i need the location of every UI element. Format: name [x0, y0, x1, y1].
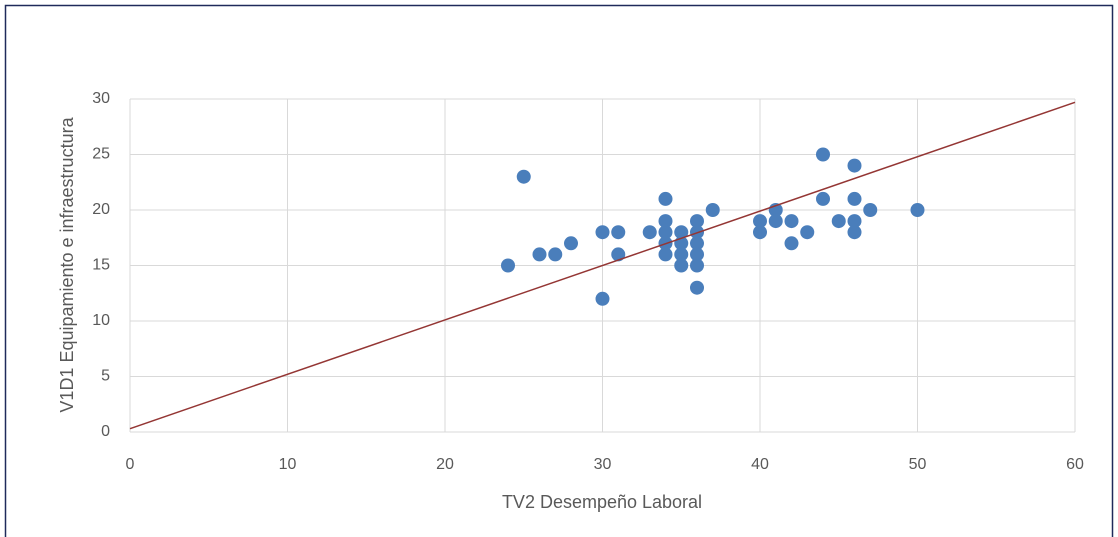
point — [674, 258, 689, 273]
x-axis-title: TV2 Desempeño Laboral — [502, 492, 702, 512]
point — [768, 214, 783, 229]
point — [690, 236, 704, 251]
point — [611, 225, 626, 240]
x-tick-label: 50 — [909, 456, 927, 473]
point — [753, 214, 767, 229]
point — [658, 191, 673, 206]
point — [595, 291, 610, 306]
point — [690, 247, 704, 262]
x-tick-label: 40 — [751, 456, 769, 473]
point — [548, 247, 563, 262]
trendline — [129, 101, 1076, 430]
point — [690, 280, 704, 295]
point — [532, 247, 547, 262]
chart-border — [4, 4, 1114, 537]
point — [658, 214, 673, 229]
point — [595, 225, 610, 240]
y-tick-label: 15 — [92, 257, 110, 274]
y-axis-title: V1D1 Equipamiento e infraestructura — [57, 116, 77, 412]
point — [863, 203, 878, 217]
point — [910, 203, 925, 217]
point — [831, 214, 846, 229]
point — [516, 169, 531, 184]
y-tick-label: 10 — [92, 312, 110, 329]
point — [816, 191, 830, 206]
point — [642, 225, 657, 240]
x-tick-label: 20 — [436, 456, 454, 473]
x-tick-label: 0 — [126, 456, 135, 473]
point — [847, 158, 862, 173]
point — [784, 236, 799, 251]
point — [690, 214, 704, 229]
point — [847, 214, 862, 229]
point — [674, 247, 689, 262]
y-tick-label: 20 — [92, 201, 110, 218]
point — [658, 225, 673, 240]
y-tick-label: 0 — [101, 423, 110, 440]
point — [753, 225, 767, 240]
point — [658, 247, 673, 262]
point — [784, 214, 799, 229]
y-tick-label: 5 — [101, 368, 110, 385]
y-tick-label: 30 — [92, 90, 110, 107]
point — [611, 247, 626, 262]
point — [816, 147, 830, 162]
point — [674, 225, 689, 240]
point — [847, 225, 862, 240]
point — [690, 258, 704, 273]
x-tick-label: 30 — [594, 456, 612, 473]
point — [501, 258, 515, 273]
point — [847, 191, 862, 206]
x-tick-label: 10 — [279, 456, 297, 473]
point — [800, 225, 815, 240]
y-tick-label: 25 — [92, 146, 110, 163]
point — [705, 203, 720, 217]
x-tick-label: 60 — [1066, 456, 1084, 473]
point — [564, 236, 578, 251]
